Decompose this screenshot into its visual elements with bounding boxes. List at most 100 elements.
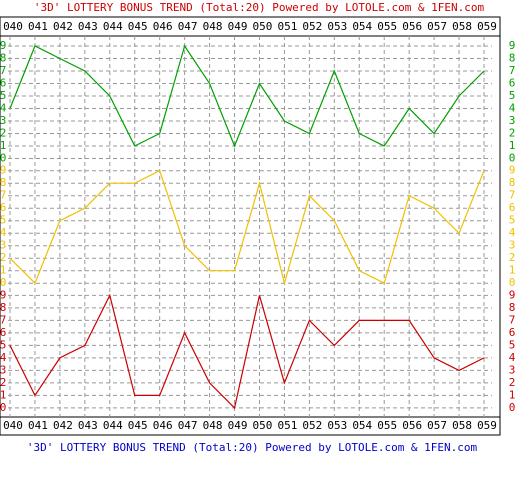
y-tick-label: 6 (509, 77, 516, 90)
x-tick-label: 054 (352, 20, 372, 33)
y-tick-label: 0 (509, 152, 516, 165)
y-tick-label: 8 (0, 301, 6, 314)
x-tick-label: 041 (28, 419, 48, 432)
x-tick-label: 043 (78, 419, 98, 432)
y-tick-label: 9 (0, 164, 6, 177)
y-tick-label: 5 (509, 338, 516, 351)
y-tick-label: 4 (0, 351, 7, 364)
y-tick-label: 6 (0, 77, 6, 90)
x-tick-label: 052 (302, 20, 322, 33)
series-line (9, 44, 485, 148)
series-line (9, 169, 485, 286)
x-tick-label: 043 (78, 20, 98, 33)
y-tick-label: 1 (0, 139, 6, 152)
y-tick-label: 8 (509, 301, 516, 314)
y-tick-label: 2 (0, 251, 6, 264)
x-tick-label: 050 (253, 20, 273, 33)
y-tick-label: 3 (509, 239, 516, 252)
x-tick-label: 042 (53, 419, 73, 432)
y-tick-label: 6 (509, 201, 516, 214)
y-tick-label: 5 (0, 89, 6, 102)
x-tick-label: 040 (3, 419, 23, 432)
x-tick-label: 048 (203, 20, 223, 33)
x-tick-label: 046 (153, 419, 173, 432)
y-tick-label: 9 (0, 288, 6, 301)
y-tick-label: 5 (0, 338, 6, 351)
y-tick-label: 2 (0, 376, 6, 389)
y-tick-label: 4 (509, 102, 516, 115)
x-tick-label: 047 (178, 419, 198, 432)
x-tick-label: 057 (427, 419, 447, 432)
chart-title: '3D' LOTTERY BONUS TREND (Total:20) Powe… (34, 1, 485, 14)
y-tick-label: 2 (509, 251, 516, 264)
series-line (9, 293, 485, 410)
y-tick-label: 2 (509, 127, 516, 140)
y-tick-label: 2 (0, 127, 6, 140)
y-tick-label: 7 (0, 64, 6, 77)
y-tick-label: 1 (0, 388, 6, 401)
x-tick-label: 058 (452, 419, 472, 432)
y-tick-label: 0 (0, 152, 6, 165)
x-tick-label: 056 (402, 20, 422, 33)
x-tick-label: 056 (402, 419, 422, 432)
y-tick-label: 2 (509, 376, 516, 389)
chart-footer: '3D' LOTTERY BONUS TREND (Total:20) Powe… (27, 441, 478, 454)
x-tick-label: 059 (477, 419, 497, 432)
y-tick-label: 8 (0, 52, 6, 65)
x-tick-label: 047 (178, 20, 198, 33)
y-tick-label: 0 (0, 276, 6, 289)
y-tick-label: 5 (0, 214, 6, 227)
plot-frame (0, 16, 501, 436)
y-tick-label: 9 (509, 164, 516, 177)
y-tick-label: 6 (0, 201, 6, 214)
y-tick-label: 9 (0, 39, 6, 52)
y-tick-label: 1 (509, 264, 516, 277)
x-tick-label: 055 (377, 20, 397, 33)
y-tick-label: 6 (509, 326, 516, 339)
x-tick-label: 040 (3, 20, 23, 33)
y-tick-label: 7 (509, 189, 516, 202)
y-tick-label: 8 (509, 176, 516, 189)
y-tick-label: 6 (0, 326, 6, 339)
x-tick-label: 055 (377, 419, 397, 432)
y-tick-label: 8 (509, 52, 516, 65)
y-tick-label: 5 (509, 89, 516, 102)
x-tick-label: 048 (203, 419, 223, 432)
x-tick-label: 046 (153, 20, 173, 33)
x-tick-label: 052 (302, 419, 322, 432)
x-tick-label: 042 (53, 20, 73, 33)
x-tick-label: 053 (327, 20, 347, 33)
y-tick-label: 9 (509, 288, 516, 301)
y-tick-label: 8 (0, 176, 6, 189)
y-tick-label: 7 (0, 189, 6, 202)
y-tick-label: 5 (509, 214, 516, 227)
y-tick-label: 1 (509, 139, 516, 152)
y-tick-label: 9 (509, 39, 516, 52)
x-tick-label: 044 (103, 20, 123, 33)
y-tick-label: 3 (509, 114, 516, 127)
y-tick-label: 7 (509, 313, 516, 326)
y-tick-label: 4 (0, 226, 7, 239)
x-tick-label: 049 (228, 20, 248, 33)
x-tick-label: 041 (28, 20, 48, 33)
x-tick-label: 045 (128, 20, 148, 33)
x-tick-label: 049 (228, 419, 248, 432)
x-tick-label: 054 (352, 419, 372, 432)
y-tick-label: 1 (509, 388, 516, 401)
y-tick-label: 1 (0, 264, 6, 277)
y-tick-label: 4 (509, 351, 516, 364)
x-tick-label: 058 (452, 20, 472, 33)
y-tick-label: 3 (0, 239, 6, 252)
y-tick-label: 7 (509, 64, 516, 77)
y-tick-label: 0 (0, 401, 6, 414)
y-tick-label: 4 (509, 226, 516, 239)
y-tick-label: 4 (0, 102, 7, 115)
y-tick-label: 3 (0, 114, 6, 127)
x-tick-label: 051 (277, 20, 297, 33)
y-tick-label: 3 (0, 363, 6, 376)
x-tick-label: 045 (128, 419, 148, 432)
y-tick-label: 7 (0, 313, 6, 326)
x-tick-label: 059 (477, 20, 497, 33)
x-tick-label: 050 (253, 419, 273, 432)
